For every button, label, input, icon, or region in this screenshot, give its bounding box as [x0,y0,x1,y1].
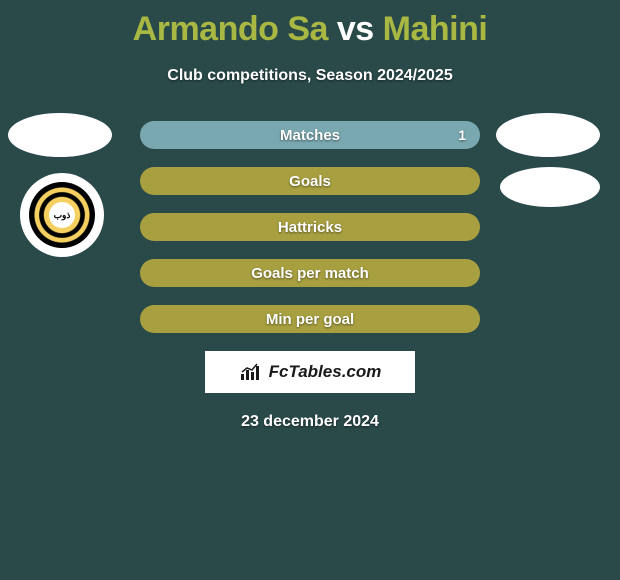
club-badge-inner: ذوب [29,182,95,248]
stat-rows: Matches 1 Goals Hattricks Goals per match Min… [140,121,480,333]
stat-row: Min per goal [140,305,480,333]
stat-label: Goals [289,173,331,190]
brand-box: FcTables.com [205,351,415,393]
player2-name: Mahini [383,10,488,48]
stat-value-right: 1 [458,127,466,143]
stat-label: Matches [280,127,340,144]
stat-label: Goals per match [251,265,369,282]
club-badge-placeholder [500,167,600,207]
club-badge-core: ذوب [49,202,75,228]
stat-row: Goals per match [140,259,480,287]
vs-text: vs [337,10,374,48]
subtitle: Club competitions, Season 2024/2025 [0,67,620,85]
club-badge-circle: ذوب [20,173,104,257]
chart-icon [239,362,263,382]
player2-club-badge [500,167,600,207]
comparison-area: ذوب Matches 1 Goals Hattricks Goals per matc… [0,121,620,333]
date-text: 23 december 2024 [0,413,620,431]
brand-text: FcTables.com [269,362,382,382]
stat-row: Hattricks [140,213,480,241]
stat-row: Matches 1 [140,121,480,149]
player1-avatar [8,113,112,157]
stat-row: Goals [140,167,480,195]
player1-club-badge: ذوب [20,173,104,257]
stat-label: Hattricks [278,219,342,236]
player1-name: Armando Sa [133,10,328,48]
comparison-title: Armando Sa vs Mahini [0,0,620,49]
stat-label: Min per goal [266,311,354,328]
player2-avatar [496,113,600,157]
